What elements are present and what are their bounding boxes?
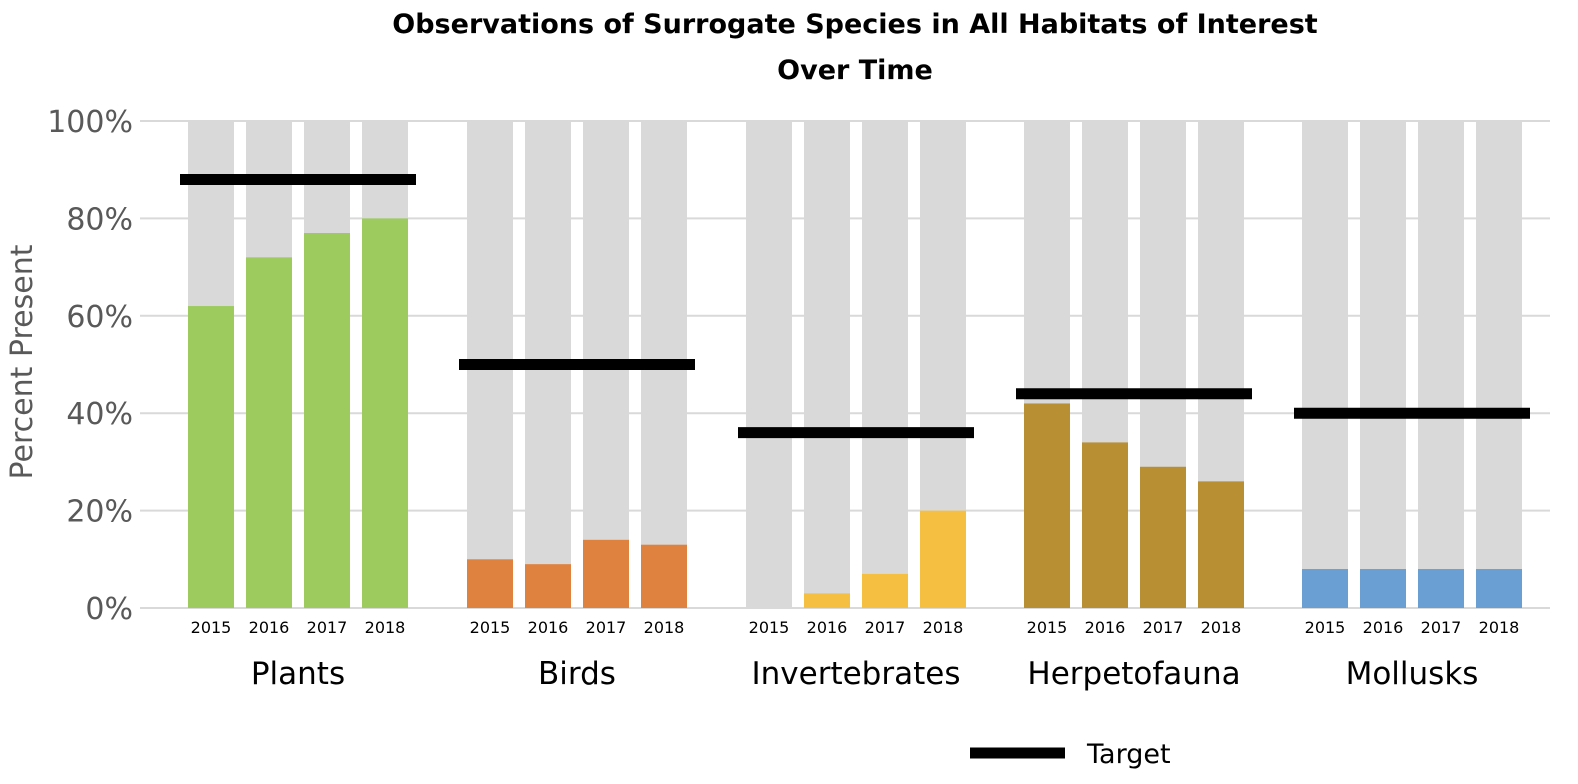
target-lines bbox=[180, 173, 1530, 439]
group-label: Plants bbox=[251, 656, 345, 692]
bar-mollusks-2015 bbox=[1302, 569, 1348, 608]
group-label: Birds bbox=[538, 656, 616, 692]
year-tick-label: 2015 bbox=[470, 618, 511, 637]
bar-herpetofauna-2015 bbox=[1024, 403, 1070, 608]
bar-background bbox=[1360, 121, 1406, 608]
y-tick-label: 80% bbox=[66, 202, 133, 237]
bar-background bbox=[862, 121, 908, 608]
bar-birds-2015 bbox=[467, 559, 513, 608]
year-tick-label: 2016 bbox=[1363, 618, 1404, 637]
year-tick-label: 2017 bbox=[307, 618, 348, 637]
bar-plants-2015 bbox=[188, 306, 234, 608]
x-axis-ticks: 2015 2016 2017 2018 Plants 2015 2016 2017 2018 Bi… bbox=[191, 618, 1520, 692]
chart-title-line2: Over Time bbox=[777, 55, 933, 86]
year-tick-label: 2016 bbox=[249, 618, 290, 637]
bar-herpetofauna-2016 bbox=[1082, 442, 1128, 608]
y-tick-label: 40% bbox=[66, 397, 133, 432]
y-tick-label: 60% bbox=[66, 300, 133, 335]
y-axis-label: Percent Present bbox=[5, 244, 40, 479]
year-tick-label: 2018 bbox=[1479, 618, 1520, 637]
bar-plants-2016 bbox=[246, 257, 292, 608]
bars bbox=[188, 121, 1522, 608]
bar-birds-2016 bbox=[525, 564, 571, 608]
bar-mollusks-2016 bbox=[1360, 569, 1406, 608]
legend-target-label: Target bbox=[1086, 739, 1171, 770]
year-tick-label: 2015 bbox=[1305, 618, 1346, 637]
group-label: Mollusks bbox=[1346, 656, 1479, 692]
year-tick-label: 2017 bbox=[1143, 618, 1184, 637]
legend: Target bbox=[970, 739, 1171, 770]
year-tick-label: 2018 bbox=[365, 618, 406, 637]
bar-birds-2017 bbox=[583, 539, 629, 608]
year-tick-label: 2015 bbox=[1027, 618, 1068, 637]
bar-background bbox=[1476, 121, 1522, 608]
bar-background bbox=[1302, 121, 1348, 608]
year-tick-label: 2018 bbox=[644, 618, 685, 637]
year-tick-label: 2018 bbox=[923, 618, 964, 637]
year-tick-label: 2017 bbox=[586, 618, 627, 637]
year-tick-label: 2016 bbox=[1085, 618, 1126, 637]
group-label: Invertebrates bbox=[752, 656, 961, 692]
y-axis-ticks: 0% 20% 40% 60% 80% 100% bbox=[47, 105, 133, 627]
y-tick-label: 0% bbox=[85, 592, 133, 627]
bar-birds-2018 bbox=[641, 544, 687, 608]
group-label: Herpetofauna bbox=[1027, 656, 1240, 692]
bar-background bbox=[804, 121, 850, 608]
bar-herpetofauna-2017 bbox=[1140, 466, 1186, 608]
chart-title: Observations of Surrogate Species in All… bbox=[0, 2, 1578, 94]
bar-background bbox=[1418, 121, 1464, 608]
year-tick-label: 2015 bbox=[749, 618, 790, 637]
year-tick-label: 2016 bbox=[528, 618, 569, 637]
year-tick-label: 2017 bbox=[865, 618, 906, 637]
bar-plants-2018 bbox=[362, 218, 408, 608]
bar-invertebrates-2018 bbox=[920, 510, 966, 608]
bar-mollusks-2017 bbox=[1418, 569, 1464, 608]
bar-background bbox=[746, 121, 792, 608]
bar-plants-2017 bbox=[304, 233, 350, 608]
chart-title-line1: Observations of Surrogate Species in All… bbox=[392, 9, 1318, 40]
y-tick-label: 20% bbox=[66, 495, 133, 530]
year-tick-label: 2017 bbox=[1421, 618, 1462, 637]
bar-mollusks-2018 bbox=[1476, 569, 1522, 608]
year-tick-label: 2018 bbox=[1201, 618, 1242, 637]
bar-invertebrates-2017 bbox=[862, 573, 908, 608]
year-tick-label: 2015 bbox=[191, 618, 232, 637]
bar-invertebrates-2016 bbox=[804, 593, 850, 608]
year-tick-label: 2016 bbox=[807, 618, 848, 637]
y-tick-label: 100% bbox=[47, 105, 133, 140]
bar-herpetofauna-2018 bbox=[1198, 481, 1244, 608]
